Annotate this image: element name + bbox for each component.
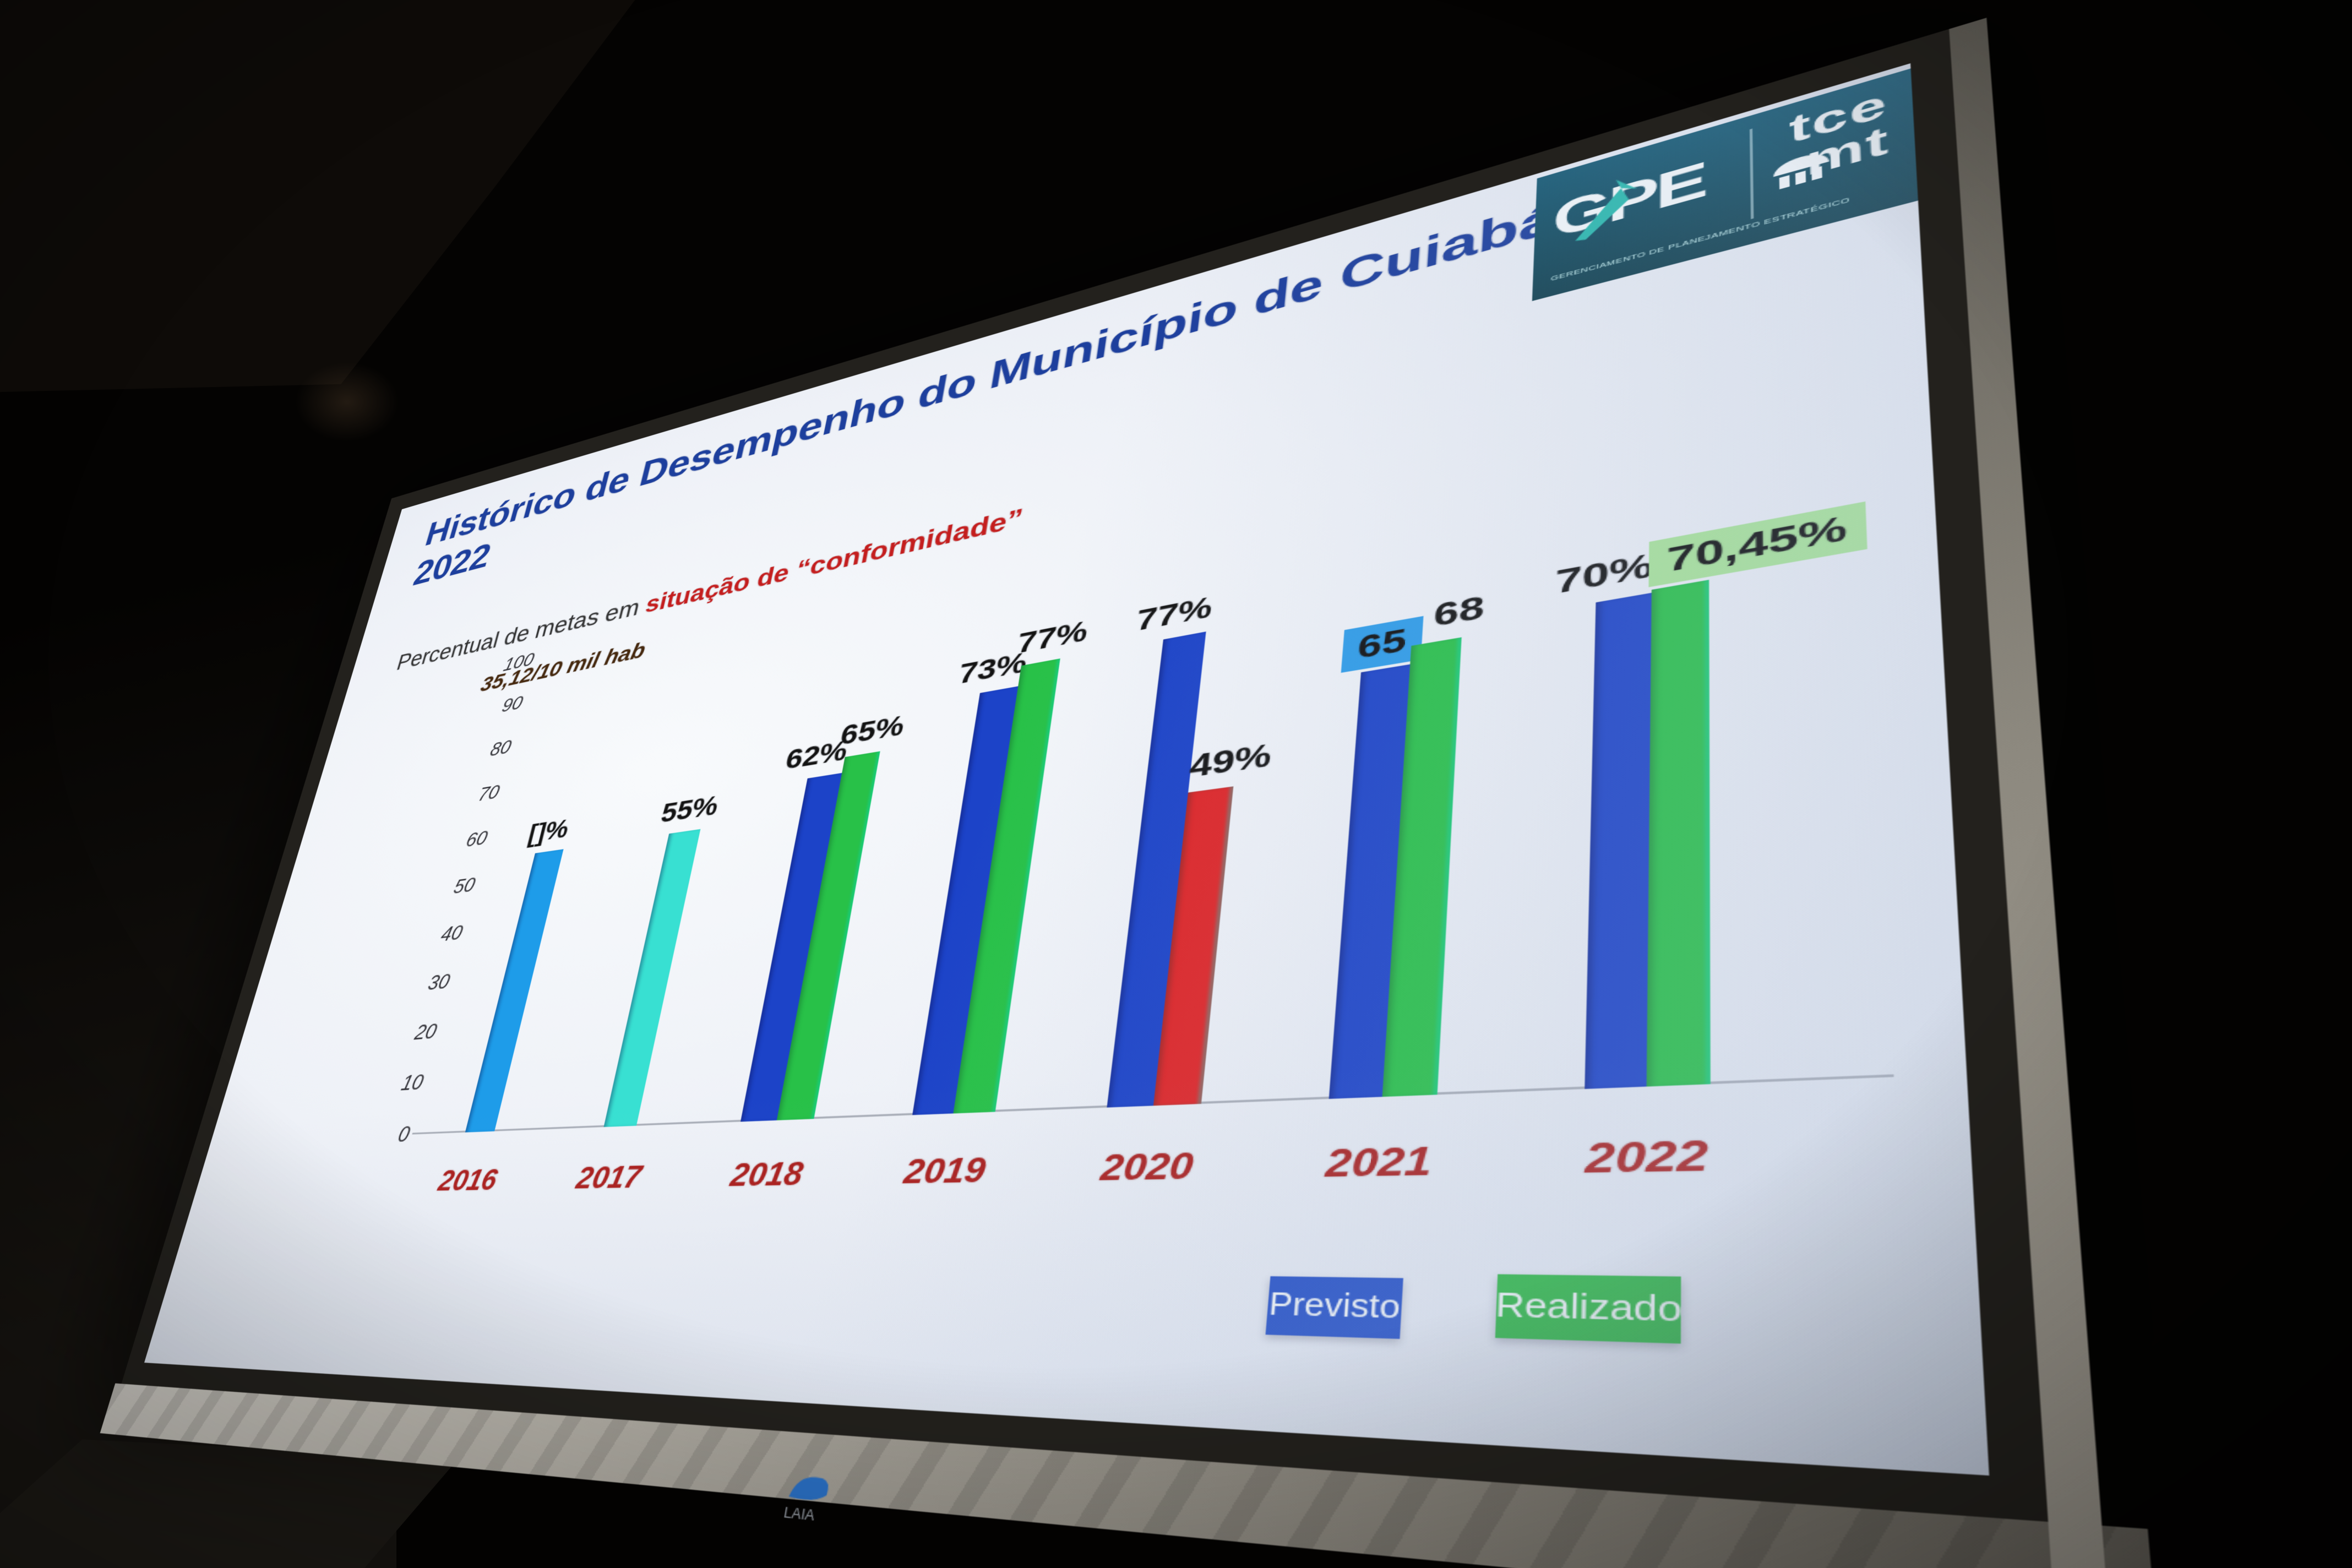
slide-title-line1: Histórico de Desempenho do Município de …: [421, 178, 1600, 555]
x-category-label-2017: 2017: [573, 1159, 645, 1196]
x-category-label-2016: 2016: [435, 1163, 501, 1197]
gpe-arrow-icon: [1567, 169, 1648, 245]
y-axis-tick-label: 30: [383, 969, 453, 1000]
bar-value-label-2019-series1: 77%: [1015, 614, 1090, 661]
bar-2022-series1: [1647, 580, 1711, 1087]
bar-value-label-2020-series1: 49%: [1188, 737, 1273, 786]
screen-brand-text: LAIA: [782, 1504, 816, 1523]
gpe-tcemt-logo: GPE GERENCIAMENTO DE PLANEJAMENTO ESTRAT…: [1532, 68, 1918, 301]
slide-title-line2: 2022: [409, 231, 1599, 594]
x-category-label-2021: 2021: [1324, 1138, 1433, 1186]
y-axis-tick-label: 70: [434, 780, 502, 813]
classical-building-icon: [1767, 145, 1836, 199]
photo-of-projection-room: Histórico de Desempenho do Município de …: [0, 0, 2352, 1568]
ceiling-downlight: [275, 347, 418, 457]
bar-value-label-2022-series1: 70,45%: [1648, 502, 1868, 587]
legend-previsto-label: Previsto: [1267, 1287, 1401, 1327]
screen-frame-right: [1949, 18, 2108, 1568]
legend-realizado-label: Realizado: [1495, 1287, 1682, 1330]
bar-2022-series0: [1585, 593, 1652, 1089]
bar-value-label-2018-series1: 65%: [838, 709, 907, 753]
tcemt-logo-block: tce mt: [1763, 83, 1898, 231]
bar-value-label-2021-series1: 68: [1433, 589, 1485, 635]
x-category-label-2018: 2018: [728, 1155, 807, 1194]
bar-value-label-2020-series0: 77%: [1134, 590, 1214, 639]
bar-value-label-2022-series0: 70%: [1555, 546, 1654, 603]
x-category-label-2020: 2020: [1098, 1145, 1195, 1189]
logo-divider: [1750, 129, 1754, 219]
bar-value-label-2016-series0: []%: [525, 814, 572, 850]
y-axis-tick-label: 60: [422, 826, 490, 858]
bar-2016-series0: [465, 849, 564, 1133]
y-axis-tick-label: 40: [396, 920, 466, 951]
x-category-label-2022: 2022: [1585, 1131, 1708, 1183]
x-category-label-2019: 2019: [901, 1150, 988, 1192]
bar-2017-series0: [603, 829, 700, 1127]
y-axis-tick-label: 90: [459, 692, 526, 726]
gpe-logo-block: GPE GERENCIAMENTO DE PLANEJAMENTO ESTRAT…: [1548, 125, 1749, 288]
y-axis-tick-label: 0: [342, 1121, 413, 1150]
y-axis-tick-label: 50: [409, 873, 478, 905]
y-axis-tick-label: 20: [369, 1019, 439, 1048]
subtitle-red-text: situação de “conformidade”: [643, 503, 1025, 618]
bar-value-label-2017-series0: 55%: [658, 790, 721, 830]
y-axis-tick-label: 10: [356, 1069, 426, 1098]
legend-realizado: Realizado: [1495, 1274, 1681, 1343]
bar-chart: 0 10 20 30 40 50 60 70 80 90 100 []% 2016 55% 2017 62% 6…: [402, 63, 1910, 509]
screen-brand-logo: LAIA: [760, 1465, 859, 1544]
legend-previsto: Previsto: [1266, 1276, 1403, 1339]
y-axis-tick-label: 80: [447, 736, 514, 769]
